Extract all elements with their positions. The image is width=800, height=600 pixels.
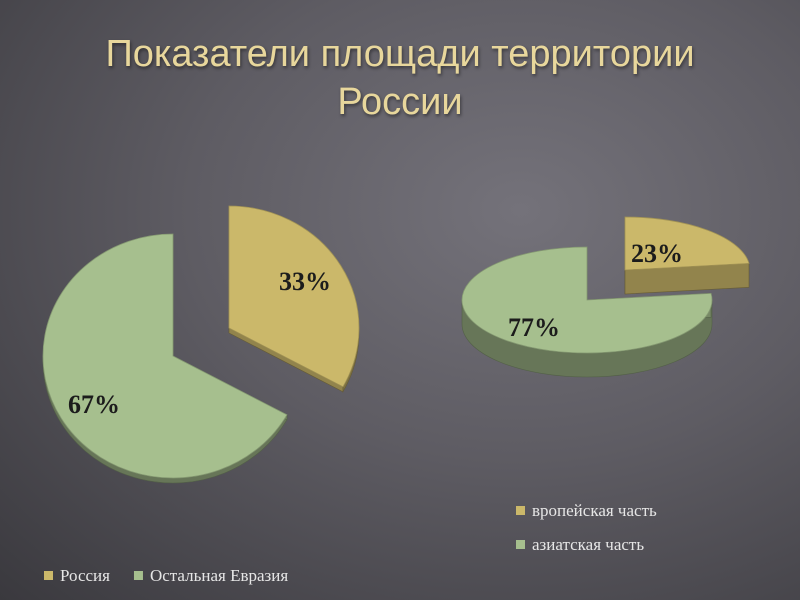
legend-swatch [516, 540, 525, 549]
legend-european-asian: вропейская часть азиатская часть [516, 501, 657, 554]
slide-title: Показатели площади территории России [0, 30, 800, 126]
legend-entry: вропейская часть [532, 501, 657, 520]
legend-swatch [133, 571, 143, 580]
pie-slice-1-2 [42, 233, 288, 479]
legend-entry: Остальная Евразия [150, 566, 288, 585]
pie-slice-2-2 [461, 246, 713, 354]
legend-entry: Россия [60, 566, 110, 585]
title-line-1: Показатели площади территории [105, 33, 695, 75]
legend-entry: азиатская часть [532, 535, 644, 554]
title-line-2: России [337, 81, 463, 123]
legend-swatch [44, 571, 53, 580]
pie-data-label: 33% [279, 267, 331, 296]
pie-chart-russia-eurasia: 33% 67% [42, 205, 360, 484]
pie-data-label: 67% [68, 390, 120, 419]
pie-chart-european-asian: 23% 77% [461, 216, 750, 378]
pie-slice-2-1 [624, 216, 750, 271]
legend-russia-eurasia: Россия Остальная Евразия [44, 566, 288, 585]
legend-swatch [516, 506, 525, 515]
pie-data-label: 23% [631, 239, 683, 268]
pie-slice-1-1 [228, 205, 360, 388]
pie-data-label: 77% [508, 313, 560, 342]
